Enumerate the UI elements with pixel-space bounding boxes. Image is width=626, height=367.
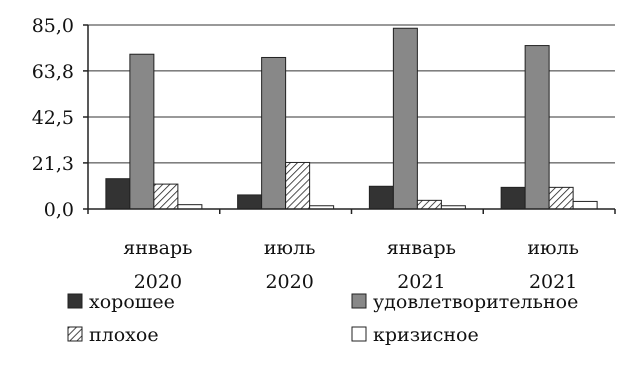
bars bbox=[105, 27, 598, 210]
bar-2-2 bbox=[261, 56, 287, 210]
bar-3-2 bbox=[285, 161, 311, 210]
legend-label: кризисное bbox=[373, 324, 479, 346]
axes bbox=[83, 24, 616, 214]
legend-label: удовлетворительное bbox=[373, 291, 578, 313]
x-category-year: 2020 bbox=[265, 271, 313, 293]
y-tick-label: 42,5 bbox=[32, 107, 74, 129]
y-tick-label: 21,3 bbox=[32, 153, 74, 175]
legend-label: хорошее bbox=[89, 291, 175, 313]
legend-swatch bbox=[351, 293, 367, 309]
legend-swatch bbox=[67, 293, 83, 309]
bar-4-4 bbox=[572, 200, 598, 210]
y-tick-labels: 0,0 21,3 42,5 63,8 85,0 bbox=[32, 15, 74, 221]
category-labels: январь 2020 июль 2020 январь 2021 июль 2021 bbox=[123, 237, 579, 293]
y-tick-label: 63,8 bbox=[32, 61, 74, 83]
bar-3-3 bbox=[416, 199, 442, 210]
legend-swatch bbox=[67, 326, 83, 342]
bar-2-3 bbox=[392, 27, 418, 210]
bar-1-2 bbox=[237, 194, 263, 210]
x-category-label: январь bbox=[387, 237, 456, 259]
legend-label: плохое bbox=[89, 324, 159, 346]
x-category-label: июль bbox=[264, 237, 316, 259]
legend: хорошее удовлетворительное плохое кризисное bbox=[67, 291, 578, 346]
legend-swatch bbox=[351, 326, 367, 342]
x-category-label: июль bbox=[527, 237, 579, 259]
bar-3-4 bbox=[548, 186, 574, 210]
bar-1-3 bbox=[368, 185, 394, 210]
bar-3-1 bbox=[153, 183, 179, 210]
y-tick-label: 0,0 bbox=[44, 199, 74, 221]
bar-1-4 bbox=[500, 186, 526, 210]
bar-2-4 bbox=[524, 45, 550, 210]
bar-2-1 bbox=[129, 53, 155, 210]
bar-1-1 bbox=[105, 178, 131, 210]
x-category-year: 2021 bbox=[529, 271, 577, 293]
x-category-year: 2021 bbox=[397, 271, 445, 293]
x-category-label: январь bbox=[123, 237, 192, 259]
x-category-year: 2020 bbox=[134, 271, 182, 293]
y-tick-label: 85,0 bbox=[32, 15, 74, 37]
